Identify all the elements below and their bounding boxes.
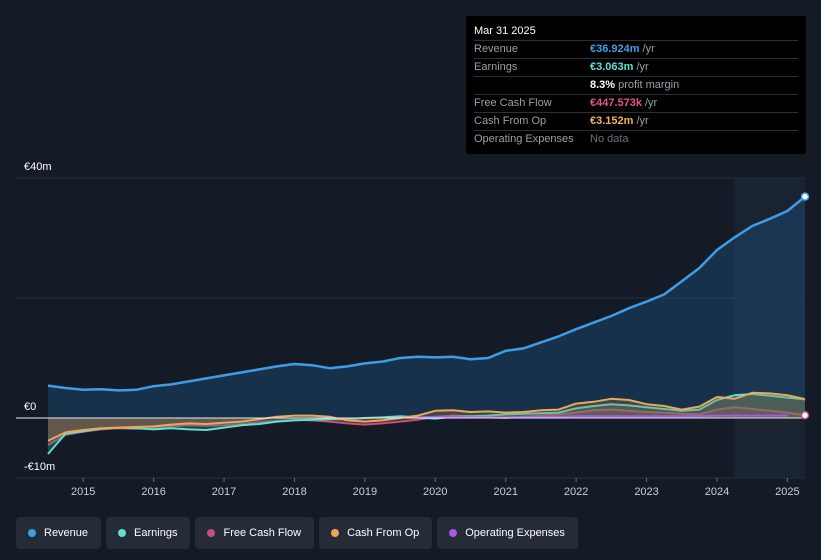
forecast-highlight-band <box>734 178 805 478</box>
cash-from-op-line <box>47 391 806 442</box>
x-tick-label: 2015 <box>71 486 95 498</box>
y-axis-label: -€10m <box>24 461 55 473</box>
tooltip-row-value: €36.924m <box>590 43 640 55</box>
y-axis-label: €0 <box>24 401 36 413</box>
legend-item[interactable]: Free Cash Flow <box>195 517 315 549</box>
legend-label: Earnings <box>134 527 178 539</box>
tooltip-row-unit: profit margin <box>618 79 680 91</box>
legend-dot-icon <box>28 529 36 537</box>
legend-item[interactable]: Revenue <box>16 517 102 549</box>
tooltip-row-value: €3.152m <box>590 115 634 127</box>
tooltip-row: Free Cash Flow €447.573k/yr <box>474 95 798 113</box>
x-axis-ticks: 2015 2016 2017 2018 2019 2020 2021 2022 2023 2024… <box>71 478 800 498</box>
tooltip-date: Mar 31 2025 <box>474 23 798 41</box>
legend-dot-icon <box>207 529 216 537</box>
x-tick-label: 2018 <box>282 486 306 498</box>
legend-item[interactable]: Operating Expenses <box>437 517 578 549</box>
x-tick-label: 2016 <box>141 486 165 498</box>
series-layer <box>16 192 810 455</box>
tooltip-row-value: No data <box>590 133 629 145</box>
grid-lines <box>16 177 805 479</box>
tooltip-row-unit: /yr <box>636 61 649 73</box>
earnings-area <box>48 394 805 454</box>
legend-label: Revenue <box>44 527 89 539</box>
x-tick-label: 2024 <box>705 486 729 498</box>
tooltip-row: Cash From Op €3.152m/yr <box>474 113 798 131</box>
tooltip-row-unit: /yr <box>636 115 649 127</box>
legend-dot-icon <box>449 529 458 537</box>
operating-expenses-line <box>417 414 788 419</box>
x-tick-label: 2025 <box>775 486 799 498</box>
tooltip-row: Revenue €36.924m/yr <box>474 41 798 59</box>
legend: Revenue Earnings Free Cash Flow Cash From O… <box>16 517 578 549</box>
y-axis-label: €40m <box>24 161 52 173</box>
tooltip-row-unit: /yr <box>642 43 655 55</box>
legend-label: Free Cash Flow <box>223 527 302 539</box>
endpoint-marker <box>800 411 810 420</box>
tooltip-row-value: €3.063m <box>590 61 634 73</box>
tooltip-row-unit: /yr <box>645 97 658 109</box>
tooltip-row-value: €447.573k <box>590 97 642 109</box>
x-tick-label: 2017 <box>212 486 236 498</box>
x-tick-label: 2022 <box>564 486 588 498</box>
legend-label: Cash From Op <box>347 527 420 539</box>
revenue-line <box>47 195 806 392</box>
x-tick-label: 2019 <box>353 486 377 498</box>
y-axis-labels: €40m €0 -€10m <box>24 161 55 473</box>
tooltip-row-value: 8.3% <box>590 79 616 91</box>
tooltip-row-label: Free Cash Flow <box>474 97 552 109</box>
x-tick-label: 2023 <box>634 486 658 498</box>
legend-dot-icon <box>331 529 340 537</box>
legend-label: Operating Expenses <box>465 527 565 539</box>
legend-item[interactable]: Cash From Op <box>319 517 433 549</box>
revenue-area <box>48 196 805 418</box>
tooltip-row-label: Revenue <box>474 43 519 55</box>
x-tick-label: 2020 <box>423 486 447 498</box>
legend-dot-icon <box>118 529 127 537</box>
legend-item[interactable]: Earnings <box>106 517 191 549</box>
chart: €40m €0 -€10m 2015 2016 2017 2018 2019 2020 2021… <box>16 161 810 498</box>
tooltip-row-label: Cash From Op <box>474 115 547 127</box>
tooltip-row-label: Operating Expenses <box>474 133 574 145</box>
x-tick-label: 2021 <box>493 486 517 498</box>
tooltip-row: Operating Expenses No data <box>474 131 798 148</box>
tooltip-row-label: Earnings <box>474 61 518 73</box>
tooltip-panel: Mar 31 2025 Revenue €36.924m/yr Earnings €3… <box>466 16 806 154</box>
tooltip-row: 8.3% profit margin <box>474 77 798 95</box>
tooltip-row-label <box>474 77 590 94</box>
endpoint-marker <box>800 192 810 201</box>
tooltip-row: Earnings €3.063m/yr <box>474 59 798 77</box>
tooltip-rows: Revenue €36.924m/yr Earnings €3.063m/yr 8.3%… <box>474 41 798 148</box>
